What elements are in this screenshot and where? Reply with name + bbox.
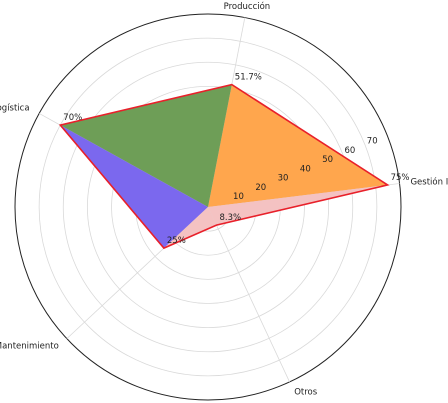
data-label: 51.7% bbox=[235, 73, 262, 83]
grid-ring-70 bbox=[38, 37, 378, 377]
data-labels: 75% 51.7% 70% 25% 8.3% bbox=[63, 73, 409, 247]
category-label: Producción bbox=[224, 1, 271, 12]
sector-2 bbox=[60, 125, 208, 249]
radar-outline bbox=[58, 83, 390, 250]
sector-3 bbox=[163, 207, 217, 249]
tick-label: 40 bbox=[300, 164, 311, 174]
data-label: 70% bbox=[63, 113, 82, 123]
tick-label: 20 bbox=[255, 183, 266, 193]
category-label: Gestión Inventarios bbox=[410, 177, 448, 188]
radial-tick-labels: 10 20 30 40 50 60 70 bbox=[233, 137, 378, 202]
data-label: 25% bbox=[167, 236, 186, 246]
sector-0 bbox=[208, 84, 388, 207]
tick-label: 50 bbox=[322, 155, 333, 165]
category-label: Logística bbox=[0, 104, 30, 114]
tick-label: 10 bbox=[233, 192, 244, 202]
tick-label: 60 bbox=[345, 146, 356, 156]
category-label: Mantenimiento bbox=[0, 342, 59, 352]
tick-label: 70 bbox=[367, 137, 378, 147]
category-label: Otros bbox=[294, 387, 318, 397]
outer-ring bbox=[14, 13, 402, 401]
data-label: 75% bbox=[391, 173, 410, 183]
spoke-line bbox=[207, 206, 290, 383]
grid-ring-50 bbox=[86, 85, 330, 329]
grid-ring-60 bbox=[62, 61, 354, 353]
tick-label: 30 bbox=[278, 174, 289, 184]
data-label: 8.3% bbox=[219, 213, 241, 223]
series-outline bbox=[58, 83, 390, 250]
